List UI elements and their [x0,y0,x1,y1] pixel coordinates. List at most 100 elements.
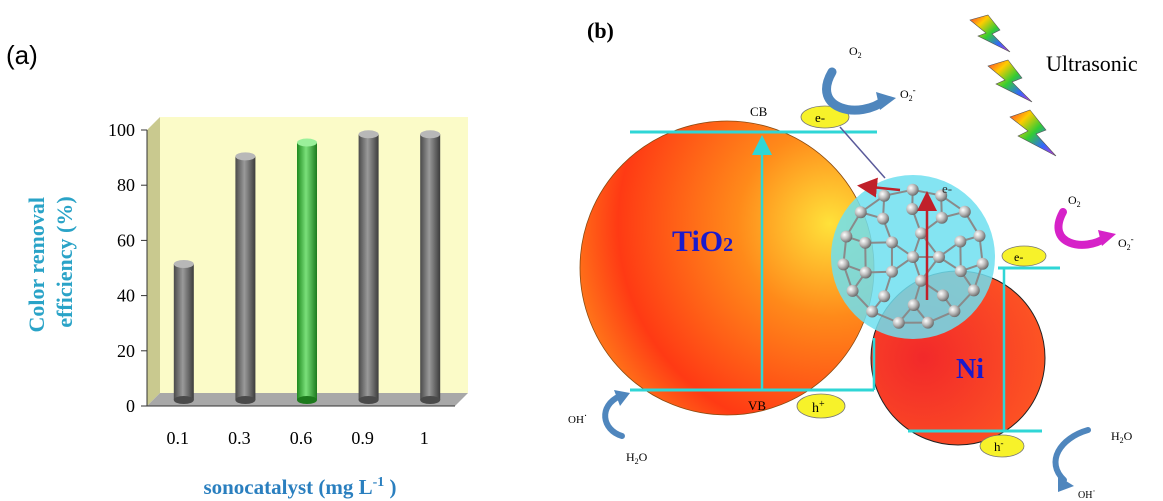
y-tick-label: 0 [126,396,135,416]
fullerene-transfer-arrow [857,177,901,198]
bar [297,142,317,400]
y-tick-label: 40 [117,286,135,306]
tio2-particle [579,120,875,416]
o2-reduction-arrow-ni [1054,208,1109,249]
h2o-label-ni: H2O [1111,429,1133,445]
y-axis-label: Color removal efficiency (%) [24,192,77,333]
tio2-electron-text: e- [815,110,825,125]
o2-reduction-arrowhead-tio2 [876,92,896,110]
cb-label: CB [750,104,768,119]
carbon-atom [878,189,891,202]
carbon-atom [878,290,891,303]
chart-panel-a: (a) 0 20 40 60 80 100 0.1 0.3 0.6 0.9 1 Color rem… [6,40,468,499]
bar-base [297,396,317,404]
tio2-electron-bubble [800,105,850,129]
o2-label-tio2: O2 [849,44,862,60]
carbon-atom [936,289,949,302]
bar-base [358,396,379,404]
tio2-label: TiO2 [672,225,733,258]
carbon-atom [906,203,919,216]
bar-cap [173,260,194,268]
carbon-atom [915,274,928,287]
x-axis-label: sonocatalyst (mg L-1 ) [203,475,396,499]
x-tick-label: 0.1 [167,428,190,448]
carbon-atom [859,266,872,279]
bar [235,156,256,400]
carbon-atom [885,236,898,249]
o2-radical-label-ni: O2- [1118,234,1134,252]
o2-radical-label-tio2: O2- [900,85,916,103]
panel-a-label: (a) [6,40,38,70]
water-oxidation-arrow-tio2 [602,393,625,439]
ni-electron-bubble [1001,245,1047,267]
bar [420,134,441,400]
y-axis-label-line1: Color removal [24,197,49,332]
x-axis-label-sup: -1 [373,475,385,490]
ni-hole-bubble [979,434,1025,458]
bar-cap [420,130,441,139]
x-tick-label: 0.9 [351,428,374,448]
panel-b-label: (b) [587,18,614,43]
water-oxidation-arrowhead-ni [1058,476,1074,492]
carbon-atom [846,284,859,297]
carbon-atom [859,236,872,249]
carbon-atom [907,251,919,263]
vb-label: VB [748,398,766,413]
y-tick-label: 60 [117,230,135,250]
carbon-atom [906,183,919,196]
ni-label: Ni [956,354,984,385]
carbon-atom [921,316,934,329]
x-tick-label: 0.6 [290,428,313,448]
carbon-atom [954,265,967,278]
carbon-atom [933,251,945,263]
ultrasonic-label: Ultrasonic [1046,51,1138,76]
mechanism-diagram: (b) CB VB TiO2 Ni e- h+ e- h- e- O2 O2- … [568,14,1138,501]
x-axis-label-main: sonocatalyst (mg L [203,475,372,499]
bar-base [173,396,194,404]
o2-reduction-arrow-tio2 [822,67,890,115]
carbon-atom [935,189,948,202]
carbon-atom [885,265,898,278]
bar-cap [297,138,317,147]
x-axis-label-close: ) [384,475,396,499]
carbon-atom [840,230,853,243]
carbon-atom [948,305,961,318]
bar-cap [235,152,256,161]
fullerene-icon: e- [831,175,995,339]
o2-reduction-arrowhead-ni [1098,230,1116,246]
y-axis-ticks: 0 20 40 60 80 100 [108,120,147,416]
y-tick-label: 80 [117,175,135,195]
carbon-atom [935,211,948,224]
carbon-atom [854,206,867,219]
x-tick-label: 0.3 [228,428,251,448]
bar-cap [358,130,379,139]
carbon-atom [877,212,890,225]
lightning-bolt-icon [969,14,1011,53]
ultrasonic-bolts [969,14,1057,157]
carbon-atom [958,205,971,218]
carbon-atom [954,235,967,248]
bar-series [173,130,441,404]
carbon-atom [976,257,989,270]
carbon-atom [973,229,986,242]
o2-label-ni: O2 [1068,193,1081,209]
lightning-bolt-icon [1009,109,1057,157]
ni-hole-text: h- [994,438,1004,454]
plot-side-wall [147,117,160,406]
oh-radical-label-ni: OH· [1078,486,1095,501]
bar [173,264,194,400]
tio2-hole-bubble [796,393,846,419]
oh-radical-label-tio2: OH· [568,411,587,426]
water-oxidation-arrowhead-tio2 [614,390,630,406]
carbon-atom [907,298,920,311]
h2o-label-tio2: H2O [626,450,648,466]
bar [358,134,379,400]
cb-transfer-line [839,126,886,179]
carbon-atom [866,305,879,318]
bar-base [420,396,441,404]
bar-base [235,396,256,404]
carbon-atom [837,258,850,271]
x-axis-ticks: 0.1 0.3 0.6 0.9 1 [167,428,429,448]
y-tick-label: 100 [108,120,135,140]
y-tick-label: 20 [117,341,135,361]
